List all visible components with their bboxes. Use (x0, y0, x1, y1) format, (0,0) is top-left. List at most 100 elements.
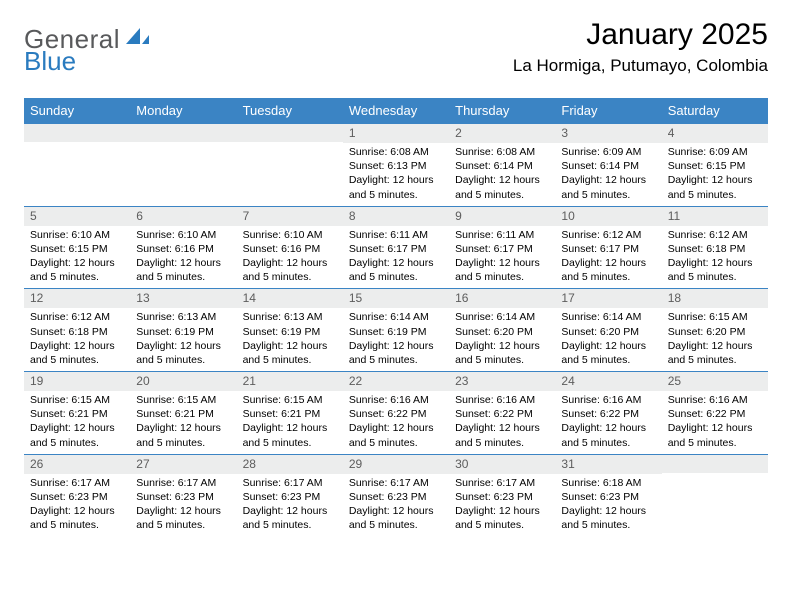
day-number: 20 (130, 371, 236, 391)
calendar-day-cell: 4Sunrise: 6:09 AMSunset: 6:15 PMDaylight… (662, 123, 768, 206)
calendar-week-row: 1Sunrise: 6:08 AMSunset: 6:13 PMDaylight… (24, 123, 768, 206)
calendar-day-cell: 10Sunrise: 6:12 AMSunset: 6:17 PMDayligh… (555, 206, 661, 289)
day-number: 6 (130, 206, 236, 226)
day-details: Sunrise: 6:17 AMSunset: 6:23 PMDaylight:… (24, 474, 130, 537)
day-details-empty (662, 473, 768, 531)
calendar-day-cell: 3Sunrise: 6:09 AMSunset: 6:14 PMDaylight… (555, 123, 661, 206)
day-number: 12 (24, 288, 130, 308)
day-number: 19 (24, 371, 130, 391)
day-number: 5 (24, 206, 130, 226)
day-details: Sunrise: 6:08 AMSunset: 6:13 PMDaylight:… (343, 143, 449, 206)
calendar-day-cell: 20Sunrise: 6:15 AMSunset: 6:21 PMDayligh… (130, 371, 236, 454)
calendar-day-cell: 5Sunrise: 6:10 AMSunset: 6:15 PMDaylight… (24, 206, 130, 289)
weekday-header: Friday (555, 98, 661, 123)
calendar-day-cell: 27Sunrise: 6:17 AMSunset: 6:23 PMDayligh… (130, 454, 236, 537)
day-details: Sunrise: 6:16 AMSunset: 6:22 PMDaylight:… (343, 391, 449, 454)
day-number-empty (237, 123, 343, 142)
day-details: Sunrise: 6:10 AMSunset: 6:16 PMDaylight:… (237, 226, 343, 289)
day-details: Sunrise: 6:13 AMSunset: 6:19 PMDaylight:… (130, 308, 236, 371)
day-number: 9 (449, 206, 555, 226)
calendar-day-cell: 15Sunrise: 6:14 AMSunset: 6:19 PMDayligh… (343, 288, 449, 371)
calendar-day-cell (130, 123, 236, 206)
day-number: 10 (555, 206, 661, 226)
calendar-day-cell: 30Sunrise: 6:17 AMSunset: 6:23 PMDayligh… (449, 454, 555, 537)
day-number: 15 (343, 288, 449, 308)
calendar-day-cell: 22Sunrise: 6:16 AMSunset: 6:22 PMDayligh… (343, 371, 449, 454)
day-number: 26 (24, 454, 130, 474)
day-details: Sunrise: 6:08 AMSunset: 6:14 PMDaylight:… (449, 143, 555, 206)
day-number: 13 (130, 288, 236, 308)
day-details: Sunrise: 6:17 AMSunset: 6:23 PMDaylight:… (343, 474, 449, 537)
calendar-day-cell: 1Sunrise: 6:08 AMSunset: 6:13 PMDaylight… (343, 123, 449, 206)
calendar-day-cell: 18Sunrise: 6:15 AMSunset: 6:20 PMDayligh… (662, 288, 768, 371)
weekday-header: Saturday (662, 98, 768, 123)
day-details: Sunrise: 6:11 AMSunset: 6:17 PMDaylight:… (343, 226, 449, 289)
calendar-day-cell: 29Sunrise: 6:17 AMSunset: 6:23 PMDayligh… (343, 454, 449, 537)
day-details: Sunrise: 6:16 AMSunset: 6:22 PMDaylight:… (449, 391, 555, 454)
calendar-day-cell: 21Sunrise: 6:15 AMSunset: 6:21 PMDayligh… (237, 371, 343, 454)
day-details-empty (237, 142, 343, 200)
calendar-day-cell: 11Sunrise: 6:12 AMSunset: 6:18 PMDayligh… (662, 206, 768, 289)
day-details: Sunrise: 6:11 AMSunset: 6:17 PMDaylight:… (449, 226, 555, 289)
day-number: 27 (130, 454, 236, 474)
day-details: Sunrise: 6:12 AMSunset: 6:18 PMDaylight:… (24, 308, 130, 371)
day-number: 1 (343, 123, 449, 143)
day-details: Sunrise: 6:15 AMSunset: 6:20 PMDaylight:… (662, 308, 768, 371)
calendar-head: SundayMondayTuesdayWednesdayThursdayFrid… (24, 98, 768, 123)
calendar-day-cell: 17Sunrise: 6:14 AMSunset: 6:20 PMDayligh… (555, 288, 661, 371)
header: General January 2025 La Hormiga, Putumay… (24, 18, 768, 88)
calendar-day-cell (24, 123, 130, 206)
day-details: Sunrise: 6:16 AMSunset: 6:22 PMDaylight:… (662, 391, 768, 454)
day-number: 14 (237, 288, 343, 308)
calendar-day-cell: 16Sunrise: 6:14 AMSunset: 6:20 PMDayligh… (449, 288, 555, 371)
day-number-empty (662, 454, 768, 473)
day-details: Sunrise: 6:16 AMSunset: 6:22 PMDaylight:… (555, 391, 661, 454)
calendar-body: 1Sunrise: 6:08 AMSunset: 6:13 PMDaylight… (24, 123, 768, 536)
month-title: January 2025 (513, 18, 768, 52)
calendar-day-cell: 19Sunrise: 6:15 AMSunset: 6:21 PMDayligh… (24, 371, 130, 454)
day-details: Sunrise: 6:18 AMSunset: 6:23 PMDaylight:… (555, 474, 661, 537)
day-number: 24 (555, 371, 661, 391)
day-number: 23 (449, 371, 555, 391)
day-details: Sunrise: 6:15 AMSunset: 6:21 PMDaylight:… (130, 391, 236, 454)
day-details: Sunrise: 6:09 AMSunset: 6:15 PMDaylight:… (662, 143, 768, 206)
day-number: 21 (237, 371, 343, 391)
day-details: Sunrise: 6:15 AMSunset: 6:21 PMDaylight:… (24, 391, 130, 454)
logo-word-2: Blue (24, 46, 76, 77)
calendar-day-cell: 7Sunrise: 6:10 AMSunset: 6:16 PMDaylight… (237, 206, 343, 289)
day-number: 11 (662, 206, 768, 226)
calendar-day-cell: 28Sunrise: 6:17 AMSunset: 6:23 PMDayligh… (237, 454, 343, 537)
calendar-day-cell (237, 123, 343, 206)
calendar-table: SundayMondayTuesdayWednesdayThursdayFrid… (24, 98, 768, 536)
day-number: 30 (449, 454, 555, 474)
calendar-day-cell: 14Sunrise: 6:13 AMSunset: 6:19 PMDayligh… (237, 288, 343, 371)
calendar-day-cell: 13Sunrise: 6:13 AMSunset: 6:19 PMDayligh… (130, 288, 236, 371)
day-details: Sunrise: 6:15 AMSunset: 6:21 PMDaylight:… (237, 391, 343, 454)
title-block: January 2025 La Hormiga, Putumayo, Colom… (513, 18, 768, 76)
day-details: Sunrise: 6:12 AMSunset: 6:18 PMDaylight:… (662, 226, 768, 289)
day-number: 2 (449, 123, 555, 143)
day-details: Sunrise: 6:14 AMSunset: 6:20 PMDaylight:… (555, 308, 661, 371)
day-details: Sunrise: 6:13 AMSunset: 6:19 PMDaylight:… (237, 308, 343, 371)
day-details: Sunrise: 6:17 AMSunset: 6:23 PMDaylight:… (237, 474, 343, 537)
weekday-header: Thursday (449, 98, 555, 123)
day-details-empty (130, 142, 236, 200)
day-details: Sunrise: 6:10 AMSunset: 6:15 PMDaylight:… (24, 226, 130, 289)
weekday-header: Tuesday (237, 98, 343, 123)
day-details: Sunrise: 6:17 AMSunset: 6:23 PMDaylight:… (449, 474, 555, 537)
calendar-day-cell: 23Sunrise: 6:16 AMSunset: 6:22 PMDayligh… (449, 371, 555, 454)
calendar-day-cell: 12Sunrise: 6:12 AMSunset: 6:18 PMDayligh… (24, 288, 130, 371)
day-details: Sunrise: 6:14 AMSunset: 6:19 PMDaylight:… (343, 308, 449, 371)
day-details-empty (24, 142, 130, 200)
day-number-empty (130, 123, 236, 142)
weekday-header: Monday (130, 98, 236, 123)
day-number: 22 (343, 371, 449, 391)
calendar-day-cell: 9Sunrise: 6:11 AMSunset: 6:17 PMDaylight… (449, 206, 555, 289)
day-number: 17 (555, 288, 661, 308)
day-number: 16 (449, 288, 555, 308)
day-number: 4 (662, 123, 768, 143)
calendar-day-cell: 26Sunrise: 6:17 AMSunset: 6:23 PMDayligh… (24, 454, 130, 537)
calendar-day-cell: 31Sunrise: 6:18 AMSunset: 6:23 PMDayligh… (555, 454, 661, 537)
calendar-day-cell: 24Sunrise: 6:16 AMSunset: 6:22 PMDayligh… (555, 371, 661, 454)
weekday-header: Sunday (24, 98, 130, 123)
